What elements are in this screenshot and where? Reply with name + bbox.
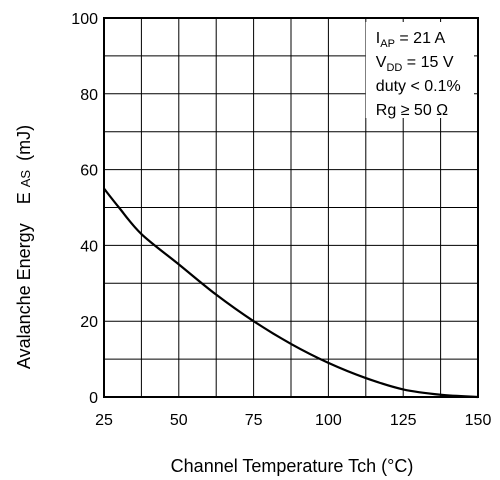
x-tick-label: 25 [95, 412, 113, 429]
annotation-line: duty < 0.1% [376, 78, 461, 95]
y-tick-label: 0 [89, 390, 98, 407]
grid-lines [104, 18, 478, 397]
tick-labels: 25 50 75 100 125 150 0 20 40 60 80 100 [71, 11, 491, 429]
plot-frame [103, 17, 479, 398]
x-tick-label: 125 [390, 412, 417, 429]
y-tick-label: 100 [71, 11, 98, 28]
x-tick-label: 100 [315, 412, 342, 429]
y-tick-label: 60 [80, 163, 98, 180]
annotation-line: Rg ≥ 50 Ω [376, 102, 448, 119]
x-tick-label: 75 [245, 412, 263, 429]
svg-text:Avalanche Energy E: Avalanche Energy E AS (mJ) [14, 125, 34, 369]
y-axis-title: Avalanche Energy E AS (mJ) [14, 125, 34, 369]
x-tick-label: 150 [465, 412, 492, 429]
y-tick-label: 80 [80, 87, 98, 104]
conditions-annotation: IAP = 21 A VDD = 15 V duty < 0.1% Rg ≥ 50 Ω [365, 22, 474, 119]
annotation-line: IAP = 21 A [376, 30, 446, 50]
annotation-background [365, 22, 474, 118]
y-axis-title-symbol: E [14, 192, 34, 204]
series-line [103, 187, 479, 399]
y-tick-label: 20 [80, 314, 98, 331]
y-axis-title-main: Avalanche Energy [14, 223, 34, 369]
x-axis-title: Channel Temperature Tch (°C) [171, 456, 414, 476]
series-layer [103, 187, 479, 399]
y-axis-title-symbol-sub: AS [18, 170, 33, 188]
y-tick-label: 40 [80, 238, 98, 255]
y-axis-title-unit: (mJ) [14, 125, 34, 161]
annotation-line: VDD = 15 V [376, 54, 454, 74]
x-tick-label: 50 [170, 412, 188, 429]
